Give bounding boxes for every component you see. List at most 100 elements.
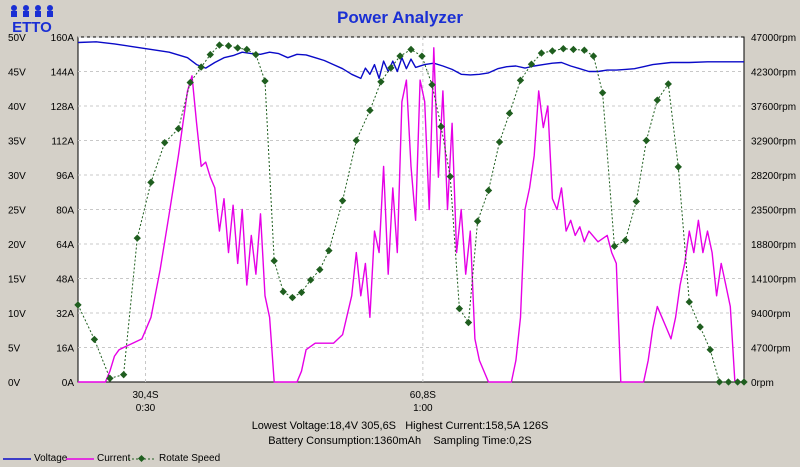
legend-label: Rotate Speed <box>159 453 221 464</box>
rpm-tick-label: 47000rpm <box>751 33 796 44</box>
highest-current-text: Highest Current:158,5A 126S <box>405 420 549 432</box>
rotate-speed-marker <box>197 63 205 71</box>
app-logo: ETTO <box>11 5 53 34</box>
current-tick-label: 64A <box>56 240 74 251</box>
time-axis: 30,4S 0:30 60,8S 1:00 <box>132 390 436 414</box>
logo-text: ETTO <box>12 19 52 34</box>
rotate-speed-marker <box>224 42 233 50</box>
rotate-speed-marker <box>306 276 315 284</box>
rotate-speed-marker <box>233 44 242 52</box>
legend-item-voltage[interactable]: Voltage <box>3 453 67 464</box>
rotate-speed-marker <box>569 45 578 54</box>
rpm-tick-label: 28200rpm <box>751 171 796 182</box>
rpm-tick-label: 0rpm <box>751 378 774 389</box>
rpm-tick-label: 32900rpm <box>751 137 796 148</box>
rpm-tick-label: 14100rpm <box>751 275 796 286</box>
rotate-speed-marker <box>418 52 426 60</box>
time-tick-sublabel: 0:30 <box>136 403 156 414</box>
voltage-tick-label: 25V <box>8 206 26 217</box>
current-tick-label: 112A <box>51 137 74 148</box>
legend-item-rotate-speed[interactable]: Rotate Speed <box>128 453 220 464</box>
rotate-speed-marker <box>733 378 742 386</box>
time-tick-sublabel: 1:00 <box>413 403 433 414</box>
rotate-speed-marker <box>621 236 630 244</box>
rotate-speed-marker <box>407 45 415 54</box>
series-line-current <box>78 47 744 383</box>
time-tick-label: 30,4S <box>132 390 158 401</box>
rotate-speed-marker <box>464 318 473 327</box>
voltage-tick-label: 35V <box>8 137 26 148</box>
rpm-tick-label: 37600rpm <box>751 102 796 113</box>
chart-legend: Voltage Current Rotate Speed <box>0 451 800 467</box>
voltage-tick-label: 30V <box>8 171 26 182</box>
rotate-speed-marker <box>147 178 155 186</box>
voltage-tick-label: 0V <box>8 378 21 389</box>
rotate-speed-marker <box>119 371 128 379</box>
current-tick-label: 80A <box>56 206 74 217</box>
rotate-speed-marker <box>297 288 306 297</box>
rotate-speed-marker <box>446 172 454 181</box>
solid-line-icon <box>3 457 31 460</box>
rotate-speed-marker <box>437 122 445 131</box>
current-tick-label: 32A <box>56 309 74 320</box>
current-tick-label: 96A <box>56 171 74 182</box>
rpm-tick-label: 18800rpm <box>751 240 796 251</box>
time-tick-label: 60,8S <box>410 390 436 401</box>
rotate-speed-marker <box>316 265 324 274</box>
series-line-rotate-speed <box>77 44 744 383</box>
rotate-speed-marker <box>455 304 464 313</box>
current-tick-label: 128A <box>51 102 75 113</box>
rotate-speed-marker <box>610 242 619 250</box>
current-tick-label: 48A <box>56 275 74 286</box>
legend-item-current[interactable]: Current <box>66 453 130 464</box>
rotate-speed-marker <box>261 77 269 85</box>
current-tick-label: 144A <box>51 68 75 79</box>
rotate-speed-marker <box>580 46 588 54</box>
rotate-speed-marker <box>715 378 724 386</box>
rotate-speed-marker <box>352 136 360 145</box>
rotate-speed-marker <box>377 78 385 86</box>
rotate-speed-marker <box>664 80 672 88</box>
voltage-tick-label: 10V <box>8 309 26 320</box>
rpm-tick-label: 42300rpm <box>751 68 796 79</box>
voltage-tick-label: 5V <box>8 344 21 355</box>
rotate-speed-marker <box>325 246 333 255</box>
current-tick-label: 16A <box>56 344 74 355</box>
rotate-speed-marker <box>288 293 297 302</box>
rpm-tick-label: 9400rpm <box>751 309 790 320</box>
rotate-speed-marker <box>642 136 651 145</box>
rotate-speed-marker <box>396 52 404 60</box>
legend-label: Voltage <box>34 453 68 464</box>
power-chart[interactable]: 0V 5V 10V 15V 20V 25V 30V 35V 40V 45V 50V 0A 16A 32A… <box>0 0 800 420</box>
voltage-tick-label: 40V <box>8 102 26 113</box>
rotate-speed-marker <box>74 301 82 309</box>
sampling-time-text: Sampling Time:0,2S <box>433 435 532 447</box>
rotate-speed-marker <box>527 60 536 68</box>
voltage-tick-label: 20V <box>8 240 26 251</box>
summary-panel: Lowest Voltage:18,4V 305,6S Highest Curr… <box>0 419 800 449</box>
voltage-axis: 0V 5V 10V 15V 20V 25V 30V 35V 40V 45V 50V <box>8 33 26 389</box>
current-tick-label: 0A <box>62 378 75 389</box>
grid-lines <box>78 36 744 382</box>
rotate-speed-marker <box>484 186 493 195</box>
dashed-diamond-line-icon <box>128 454 156 462</box>
solid-line-icon <box>66 457 94 460</box>
rotate-speed-marker <box>270 257 278 265</box>
rpm-axis: 0rpm 4700rpm 9400rpm 14100rpm 18800rpm 23500r… <box>751 33 796 389</box>
legend-label: Current <box>97 453 131 464</box>
voltage-tick-label: 45V <box>8 68 26 79</box>
rotate-speed-marker <box>696 323 704 331</box>
rotate-speed-marker <box>724 378 733 386</box>
page-title: Power Analyzer <box>337 8 463 27</box>
rotate-speed-marker <box>548 47 557 55</box>
voltage-tick-label: 15V <box>8 275 26 286</box>
lowest-voltage-text: Lowest Voltage:18,4V 305,6S <box>251 420 397 432</box>
rotate-speed-marker <box>206 50 214 59</box>
battery-consumption-text: Battery Consumption:1360mAh <box>268 435 422 447</box>
rotate-speed-marker <box>516 76 525 84</box>
rpm-tick-label: 23500rpm <box>751 206 796 217</box>
rotate-speed-marker <box>632 197 640 206</box>
voltage-tick-label: 50V <box>8 33 26 44</box>
rotate-speed-marker <box>161 139 169 147</box>
current-tick-label: 160A <box>51 33 75 44</box>
